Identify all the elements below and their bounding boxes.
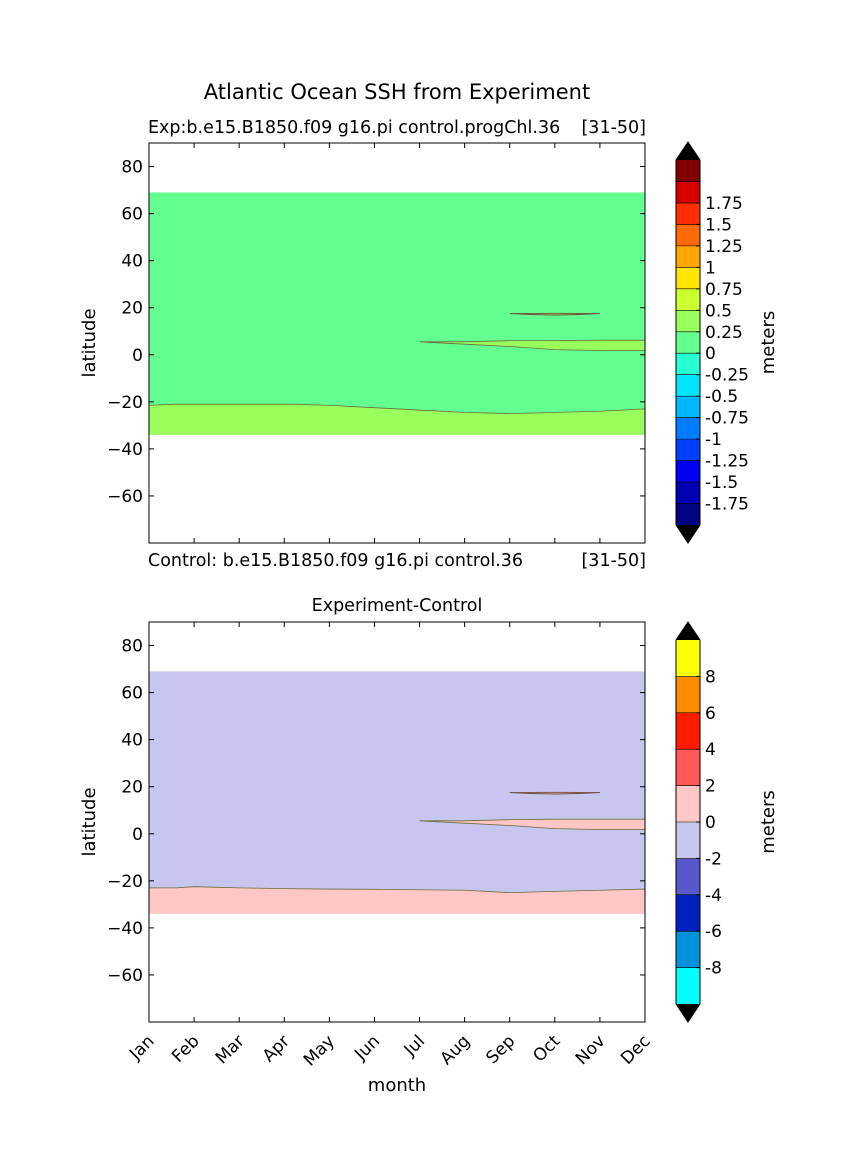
colorbar: -1.75-1.5-1.25-1-0.75-0.5-0.2500.250.50.… <box>675 141 779 544</box>
colorbar-tick-label: -1.5 <box>705 473 738 493</box>
colorbar-segment <box>676 245 700 268</box>
colorbar-segment <box>676 858 700 896</box>
colorbar-extend-min <box>676 1004 700 1022</box>
colorbar-segment <box>676 224 700 247</box>
colorbar-segment <box>676 202 700 225</box>
axes-frame <box>148 621 646 1023</box>
colorbar-tick-label: 0.75 <box>705 280 743 300</box>
colorbar-tick-label: 0 <box>705 344 716 364</box>
colorbar-label: meters <box>758 311 779 375</box>
y-tick-label: −60 <box>107 487 143 507</box>
colorbar-tick-label: -4 <box>705 886 722 906</box>
colorbar-segment <box>676 785 700 823</box>
contour-line-southern <box>149 886 646 893</box>
panel-title: Experiment-Control <box>312 596 483 616</box>
contour-southern-band <box>149 886 645 914</box>
panels: −60−40−20020406080latitudeExp:b.e15.B185… <box>79 118 779 1096</box>
y-tick-label: 20 <box>121 299 143 319</box>
y-tick-label: 0 <box>132 825 143 845</box>
colorbar-segment <box>676 460 700 483</box>
colorbar-extend-min <box>676 525 700 543</box>
colorbar-tick-label: 8 <box>705 667 716 687</box>
colorbar-tick-label: 1.5 <box>705 215 732 235</box>
y-tick-label: 80 <box>121 637 143 657</box>
colorbar-tick-label: -0.5 <box>705 387 738 407</box>
colorbar-tick-label: -1.25 <box>705 452 749 472</box>
contour-northern-lens <box>509 791 600 795</box>
colorbar-tick-label: -8 <box>705 959 722 979</box>
colorbar-tick-label: 0 <box>705 813 716 833</box>
colorbar-tick-label: 1 <box>705 258 716 278</box>
colorbar-segment <box>676 396 700 419</box>
y-tick-label: −60 <box>107 966 143 986</box>
panel-footer-right: [31-50] <box>581 551 646 571</box>
colorbar-segment <box>676 676 700 714</box>
colorbar-extend-max <box>676 622 700 640</box>
colorbar-tick-label: -1 <box>705 430 722 450</box>
y-axis-label: latitude <box>79 787 100 856</box>
figure-title: Atlantic Ocean SSH from Experiment <box>204 80 590 104</box>
colorbar-tick-label: -0.75 <box>705 409 749 429</box>
panel-title-left: Exp:b.e15.B1850.f09 g16.pi control.progC… <box>148 118 560 138</box>
colorbar-tick-label: 1.25 <box>705 237 743 257</box>
y-tick-label: 20 <box>121 778 143 798</box>
colorbar-segment <box>676 288 700 311</box>
y-tick-label: 60 <box>121 684 143 704</box>
y-tick-label: −20 <box>107 393 143 413</box>
colorbar-segment <box>676 439 700 461</box>
colorbar-segment <box>676 160 700 182</box>
panel-title-right: [31-50] <box>581 118 646 138</box>
colorbar-segment <box>676 967 700 1005</box>
colorbar-tick-label: 4 <box>705 740 716 760</box>
colorbar-tick-label: -0.25 <box>705 366 749 386</box>
panel-1: −60 −40 −20 0 20 40 60 80 latitude Exp:b.e15.B185… <box>79 118 779 571</box>
colorbar-tick-label: -2 <box>705 849 722 869</box>
colorbar-segment <box>676 267 700 290</box>
y-tick-label: 80 <box>121 158 143 178</box>
y-tick-label: 60 <box>121 205 143 225</box>
colorbar-outline <box>675 621 701 1023</box>
colorbar-segment <box>676 331 700 354</box>
colorbar-tick-label: 0.25 <box>705 323 743 343</box>
colorbar-segment <box>676 353 700 376</box>
colorbar-tick-label: 0.5 <box>705 301 732 321</box>
colorbar-extend-max <box>676 142 700 160</box>
colorbar-tick-label: 1.75 <box>705 194 743 214</box>
y-tick-label: −40 <box>107 440 143 460</box>
colorbar: -8 -6 -4 -2 0 2 4 6 8 meters <box>675 621 779 1023</box>
y-tick-label: 40 <box>121 731 143 751</box>
contour-line-southern <box>148 403 646 414</box>
colorbar-segment <box>676 822 700 859</box>
y-tick-label: 0 <box>132 346 143 366</box>
colorbar-segment <box>676 503 700 526</box>
y-axis-label: latitude <box>79 308 100 377</box>
contour-southern-band <box>149 404 645 435</box>
colorbar-segment <box>676 640 700 677</box>
colorbar-label: meters <box>758 790 779 854</box>
colorbar-segment <box>676 181 700 204</box>
colorbar-segment <box>676 712 700 750</box>
x-axis-label: month <box>368 1075 426 1096</box>
colorbar-segment <box>676 482 700 504</box>
colorbar-segment <box>676 931 700 968</box>
colorbar-outline <box>675 141 701 544</box>
colorbar-tick-label: 6 <box>705 704 716 724</box>
y-tick-label: −40 <box>107 919 143 939</box>
panel-footer-left: Control: b.e15.B1850.f09 g16.pi control.… <box>148 551 523 571</box>
colorbar-tick-label: 2 <box>705 777 716 797</box>
colorbar-segment <box>676 749 700 786</box>
colorbar-tick-label: -1.75 <box>705 495 749 515</box>
contour-northern-lens <box>509 312 600 316</box>
y-tick-label: −20 <box>107 872 143 892</box>
colorbar-tick-label: -6 <box>705 922 722 942</box>
colorbar-segment <box>676 417 700 440</box>
colorbar-segment <box>676 894 700 932</box>
y-tick-label: 40 <box>121 252 143 272</box>
axes-frame <box>148 142 646 544</box>
colorbar-segment <box>676 374 700 397</box>
colorbar-segment <box>676 310 700 333</box>
